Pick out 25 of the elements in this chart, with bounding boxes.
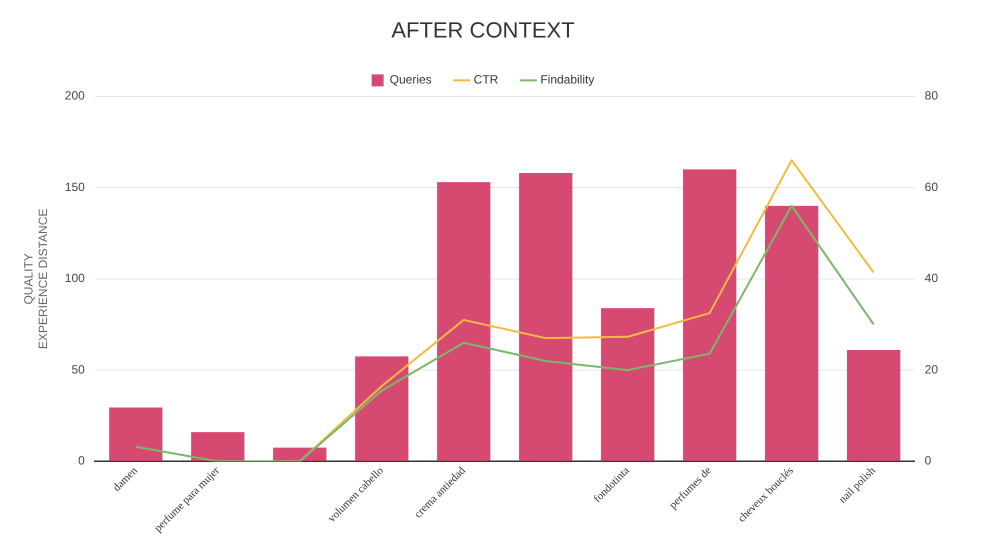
legend-label: Findability: [540, 72, 594, 87]
bar: [273, 448, 326, 461]
bar: [847, 350, 900, 461]
legend-label: CTR: [474, 72, 499, 87]
y-tick-label: 200: [64, 88, 86, 103]
y2-tick-label: 60: [924, 180, 938, 194]
y-axis-title: QUALITY EXPERIENCE DISTANCE: [22, 208, 50, 350]
y2-tick-label: 80: [924, 88, 938, 103]
y2-tick-label: 20: [924, 362, 938, 376]
bar: [437, 182, 490, 461]
bar: [519, 173, 572, 461]
chart-title: AFTER CONTEXT: [391, 17, 575, 42]
y-tick-label: 0: [78, 454, 86, 468]
bar: [191, 432, 244, 461]
legend-label: Queries: [390, 72, 432, 87]
bar: [109, 408, 162, 461]
bar: [601, 308, 654, 461]
y2-tick-label: 0: [924, 454, 932, 468]
bar: [355, 356, 408, 461]
y2-tick-label: 40: [924, 271, 938, 286]
y-tick-label: 100: [64, 271, 86, 286]
bar: [683, 169, 736, 461]
bar: [765, 206, 818, 461]
y-tick-label: 50: [71, 362, 86, 376]
y-tick-label: 150: [64, 180, 86, 194]
